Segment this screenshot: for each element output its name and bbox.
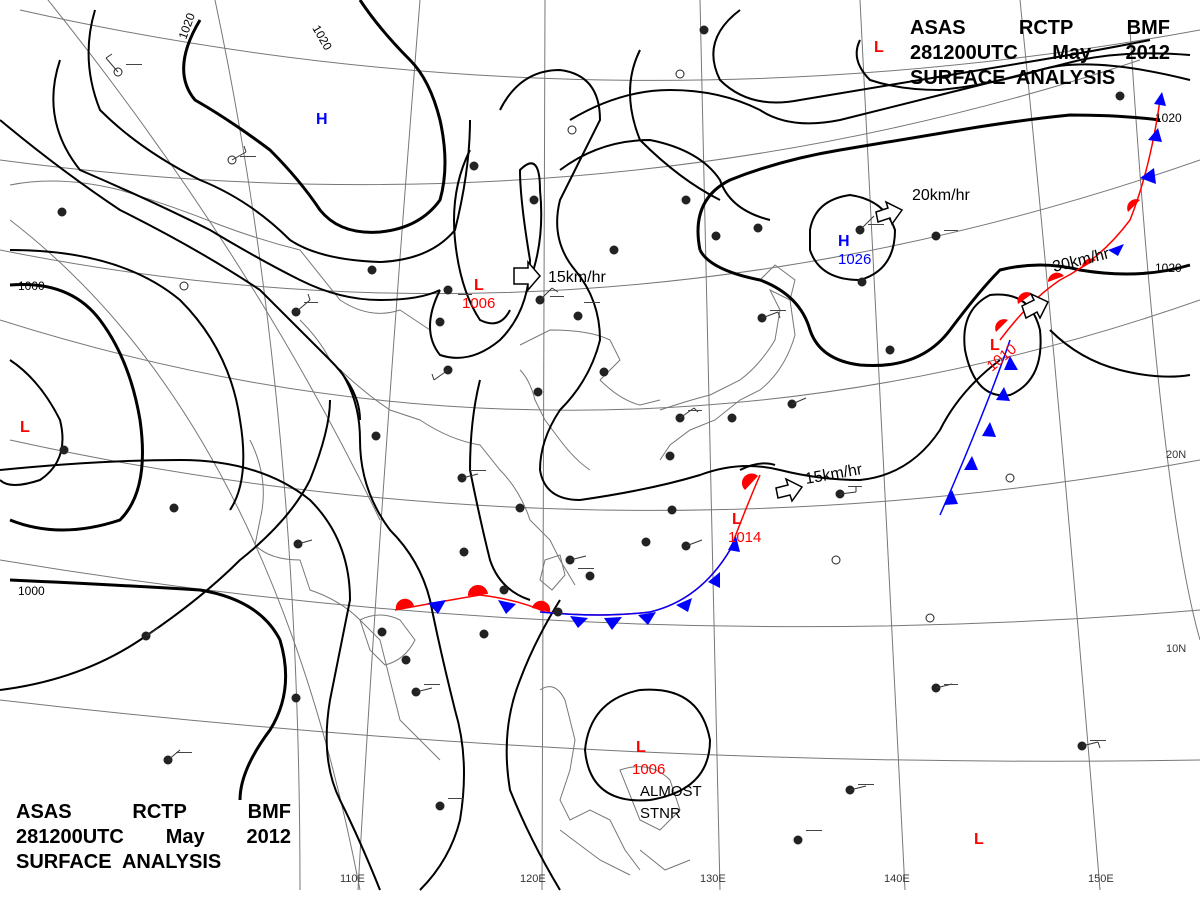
lon-label-150e: 150E bbox=[1088, 873, 1114, 885]
chart-header-top: ASAS RCTP BMF 281200UTC May 2012 SURFACE… bbox=[910, 16, 1170, 91]
longitude-labels: 110E 120E 130E 140E 150E bbox=[340, 873, 1114, 885]
low-taiwan-east-value: 1014 bbox=[728, 529, 761, 546]
motion-arrow-east bbox=[1021, 292, 1050, 320]
low-taiwan-east-symbol: L bbox=[732, 511, 742, 528]
lon-label-130e: 130E bbox=[700, 873, 726, 885]
lon-label-140e: 140E bbox=[884, 873, 910, 885]
isobar-label-1000-b: 1000 bbox=[18, 584, 45, 598]
lon-label-120e: 120E bbox=[520, 873, 546, 885]
low-north-china-value: 1006 bbox=[462, 295, 495, 312]
cold-front-east bbox=[939, 339, 1011, 516]
low-philippines-value: 1006 bbox=[632, 761, 665, 778]
header-bottom-time: 281200UTC bbox=[16, 826, 124, 848]
low-northeast-symbol: L bbox=[874, 39, 884, 56]
header-top-title: SURFACE ANALYSIS bbox=[910, 67, 1116, 89]
isobar-high-japan bbox=[809, 193, 897, 282]
isobar-low-east-japan bbox=[963, 293, 1042, 397]
stationary-note-line1: ALMOST bbox=[640, 783, 702, 800]
header-bottom-station: RCTP bbox=[132, 801, 187, 823]
isobar-label-1020-c: 1020 bbox=[1155, 111, 1182, 125]
header-top-code: BMF bbox=[1126, 17, 1170, 39]
lat-label-10n: 10N bbox=[1166, 643, 1186, 655]
isobar-low-philippines bbox=[583, 688, 712, 802]
header-bottom-code: BMF bbox=[247, 801, 291, 823]
chart-header-bottom: ASAS RCTP BMF 281200UTC May 2012 SURFACE… bbox=[16, 800, 291, 875]
station-numbers bbox=[126, 64, 1106, 831]
header-top-month: May bbox=[1052, 42, 1092, 64]
stationary-note: ALMOST STNR bbox=[640, 783, 702, 822]
lon-label-110e: 110E bbox=[340, 873, 365, 885]
low-north-china-symbol: L bbox=[474, 277, 484, 294]
low-west-symbol: L bbox=[20, 419, 30, 436]
isobar-1000-south bbox=[9, 578, 288, 801]
header-top-station: RCTP bbox=[1018, 17, 1074, 39]
low-philippines-symbol: L bbox=[636, 739, 646, 756]
header-top-agency: ASAS bbox=[910, 17, 966, 39]
warm-front-bumps-south bbox=[395, 473, 758, 612]
stationary-note-line2: STNR bbox=[640, 805, 681, 822]
isobar-label-1000-a: 1000 bbox=[18, 279, 45, 293]
header-top-line1: ASAS RCTP BMF bbox=[910, 16, 1170, 41]
header-bottom-agency: ASAS bbox=[16, 801, 72, 823]
header-top-time: 281200UTC bbox=[910, 42, 1018, 64]
motion-label-japan: 20km/hr bbox=[912, 187, 970, 204]
low-southeast-symbol: L bbox=[974, 831, 984, 848]
motion-arrow-taiwan-east bbox=[775, 477, 804, 503]
header-bottom-title: SURFACE ANALYSIS bbox=[16, 851, 222, 873]
isobar-low-north-china bbox=[429, 162, 543, 359]
header-bottom-month: May bbox=[165, 826, 205, 848]
wind-barbs bbox=[105, 53, 1101, 791]
header-bottom-line2: 281200UTC May 2012 bbox=[16, 825, 291, 850]
isobar-1020-japan bbox=[696, 113, 1161, 251]
motion-arrows bbox=[513, 200, 1050, 503]
high-japan-value: 1026 bbox=[838, 251, 871, 268]
motion-arrow-japan bbox=[875, 200, 904, 226]
isobar-label-1020-d: 1020 bbox=[1155, 261, 1182, 275]
latitude-labels: 20N 10N bbox=[1166, 449, 1186, 655]
motion-label-north-china: 15km/hr bbox=[548, 269, 606, 286]
header-bottom-line1: ASAS RCTP BMF bbox=[16, 800, 291, 825]
header-bottom-year: 2012 bbox=[246, 826, 292, 848]
cold-front-teeth-south bbox=[428, 536, 740, 630]
coastlines bbox=[9, 180, 796, 876]
header-top-year: 2012 bbox=[1125, 42, 1171, 64]
isobar-1020-mongolia bbox=[182, 0, 447, 234]
lat-label-20n: 20N bbox=[1166, 449, 1186, 461]
high-japan-symbol: H bbox=[838, 233, 850, 250]
motion-arrow-north-china bbox=[513, 259, 541, 293]
high-mongolia-symbol: H bbox=[316, 111, 328, 128]
isobar-1000-west bbox=[9, 282, 144, 532]
low-east-japan-symbol: L bbox=[990, 337, 1000, 354]
header-top-line2: 281200UTC May 2012 bbox=[910, 41, 1170, 66]
